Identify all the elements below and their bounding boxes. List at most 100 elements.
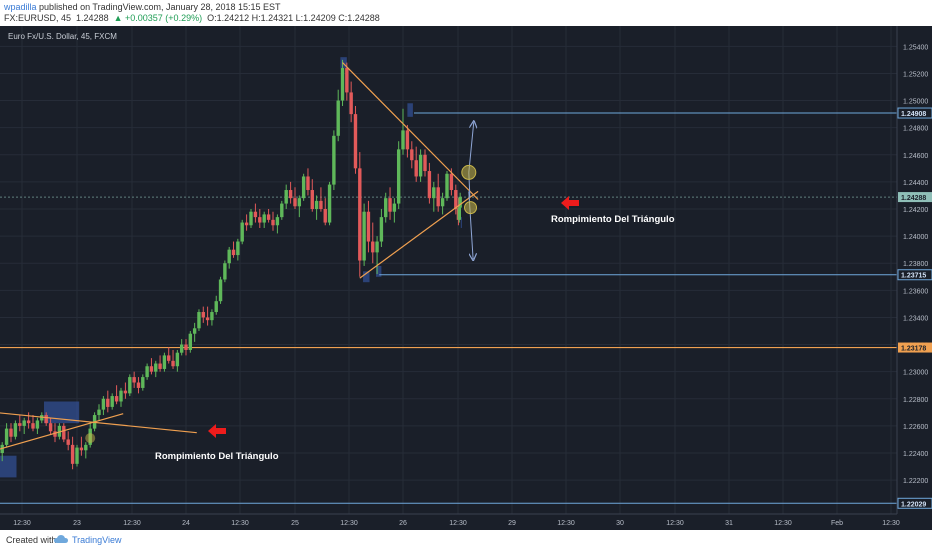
annotation-label-right: Rompimiento Del Triángulo bbox=[551, 214, 675, 225]
highlight-zone bbox=[363, 271, 370, 283]
price-change: ▲ +0.00357 (+0.29%) bbox=[113, 13, 203, 23]
price-label-badge bbox=[897, 269, 932, 281]
breakout-marker-lower bbox=[464, 201, 478, 215]
candle-body bbox=[310, 190, 314, 209]
candle-body bbox=[79, 447, 84, 451]
price-tick-label: 1.24800 bbox=[903, 126, 928, 133]
candle-body bbox=[405, 130, 410, 150]
candle-body bbox=[22, 420, 26, 426]
candle-body bbox=[262, 214, 266, 223]
candle-body bbox=[9, 428, 13, 437]
candle-body bbox=[449, 173, 454, 191]
chart-legend: Euro Fx/U.S. Dollar, 45, FXCM bbox=[8, 32, 117, 41]
candle-body bbox=[184, 344, 188, 350]
drawings: Rompimiento Del Triángulo Rompimiento Del… bbox=[0, 62, 675, 462]
chart-panel[interactable]: Rompimiento Del Triángulo Rompimiento Del… bbox=[0, 26, 932, 530]
candle-body bbox=[414, 160, 418, 177]
candle-body bbox=[288, 190, 293, 199]
price-label-badge bbox=[897, 107, 932, 119]
candle-body bbox=[332, 135, 336, 185]
candle-body bbox=[432, 187, 436, 199]
time-tick-label: 26 bbox=[399, 520, 407, 527]
candle-body bbox=[97, 409, 101, 416]
price-label-text: 1.23178 bbox=[901, 346, 926, 353]
candle-body bbox=[266, 214, 271, 220]
candle-body bbox=[13, 423, 18, 437]
price-tick-label: 1.22200 bbox=[903, 478, 928, 485]
candle-body bbox=[392, 203, 397, 212]
candle-body bbox=[249, 211, 253, 226]
candle-body bbox=[275, 217, 280, 226]
candle-body bbox=[40, 415, 44, 421]
candle-body bbox=[101, 398, 106, 410]
candle-body bbox=[44, 415, 48, 424]
candle-body bbox=[214, 301, 218, 313]
price-tick-label: 1.24200 bbox=[903, 207, 928, 214]
candle-body bbox=[445, 173, 449, 199]
candle-body bbox=[327, 184, 332, 223]
lower-trendline-triangle bbox=[359, 190, 479, 279]
candle-body bbox=[410, 149, 414, 161]
candle-body bbox=[114, 396, 119, 402]
candle-body bbox=[167, 355, 171, 361]
candle-body bbox=[306, 176, 310, 191]
candle-body bbox=[353, 114, 358, 169]
horizontal-levels bbox=[0, 112, 897, 504]
highlight-zone bbox=[0, 455, 17, 478]
symbol-label: FX:EURUSD, 45 bbox=[4, 13, 72, 23]
author-link[interactable]: wpadilla bbox=[4, 2, 37, 12]
highlight-zone bbox=[340, 57, 347, 69]
annotation-label-left: Rompimiento Del Triángulo bbox=[155, 451, 279, 462]
price-axis[interactable]: 1.25400 1.25200 1.25000 1.24800 1.24600 1.244… bbox=[896, 26, 932, 530]
candle-body bbox=[379, 217, 384, 242]
time-tick-label: 24 bbox=[182, 520, 190, 527]
publish-line: wpadilla published on TradingView.com, J… bbox=[4, 2, 281, 12]
price-tick-label: 1.23800 bbox=[903, 261, 928, 268]
candle-body bbox=[106, 398, 110, 407]
candle-body bbox=[26, 420, 31, 424]
highlight-zone bbox=[407, 103, 413, 117]
time-tick-label: 12:30 bbox=[666, 520, 684, 527]
time-axis[interactable]: 12:30 23 12:30 24 12:30 25 12:30 26 12:30 29 12:30… bbox=[0, 513, 900, 527]
projection-up-arrow bbox=[468, 122, 474, 173]
candle-body bbox=[132, 377, 136, 383]
candle-body bbox=[70, 444, 75, 464]
tradingview-link[interactable]: TradingView bbox=[72, 535, 122, 545]
price-tick-label: 1.24000 bbox=[903, 234, 928, 241]
candle-body bbox=[75, 447, 79, 464]
candle-body bbox=[31, 423, 35, 429]
candle-body bbox=[158, 363, 162, 369]
price-label-text: 1.24908 bbox=[901, 111, 926, 118]
price-label-badge bbox=[898, 342, 932, 353]
candle-body bbox=[418, 154, 423, 177]
candle-body bbox=[154, 363, 158, 372]
time-tick-label: 31 bbox=[725, 520, 733, 527]
highlight-zone bbox=[376, 265, 382, 277]
candle-body bbox=[218, 279, 223, 302]
candle-body bbox=[179, 344, 184, 353]
price-tick-label: 1.22400 bbox=[903, 451, 928, 458]
candle-body bbox=[349, 92, 353, 115]
time-tick-label: 12:30 bbox=[774, 520, 792, 527]
candle-body bbox=[423, 154, 427, 172]
created-with-text: Created with bbox=[6, 535, 57, 545]
upper-trendline-triangle bbox=[342, 62, 479, 200]
price-tick-label: 1.22600 bbox=[903, 424, 928, 431]
candle-body bbox=[284, 190, 288, 204]
quote-line: FX:EURUSD, 45 1.24288 ▲ +0.00357 (+0.29%… bbox=[4, 13, 380, 23]
candle-body bbox=[293, 198, 297, 207]
candle-body bbox=[396, 149, 401, 204]
candle-body bbox=[236, 241, 240, 256]
candle-body bbox=[110, 396, 114, 407]
publish-header: wpadilla published on TradingView.com, J… bbox=[0, 0, 932, 26]
candle-body bbox=[362, 211, 366, 261]
candle-body bbox=[35, 420, 40, 429]
price-label-text: 1.23715 bbox=[901, 273, 926, 280]
time-tick-label: 12:30 bbox=[340, 520, 358, 527]
price-tick-label: 1.25000 bbox=[903, 99, 928, 106]
price-chart[interactable]: Rompimiento Del Triángulo Rompimiento Del… bbox=[0, 26, 932, 530]
highlight-zones bbox=[0, 57, 462, 478]
price-tick-label: 1.25400 bbox=[903, 44, 928, 51]
grid bbox=[0, 26, 897, 514]
candle-body bbox=[119, 390, 123, 402]
